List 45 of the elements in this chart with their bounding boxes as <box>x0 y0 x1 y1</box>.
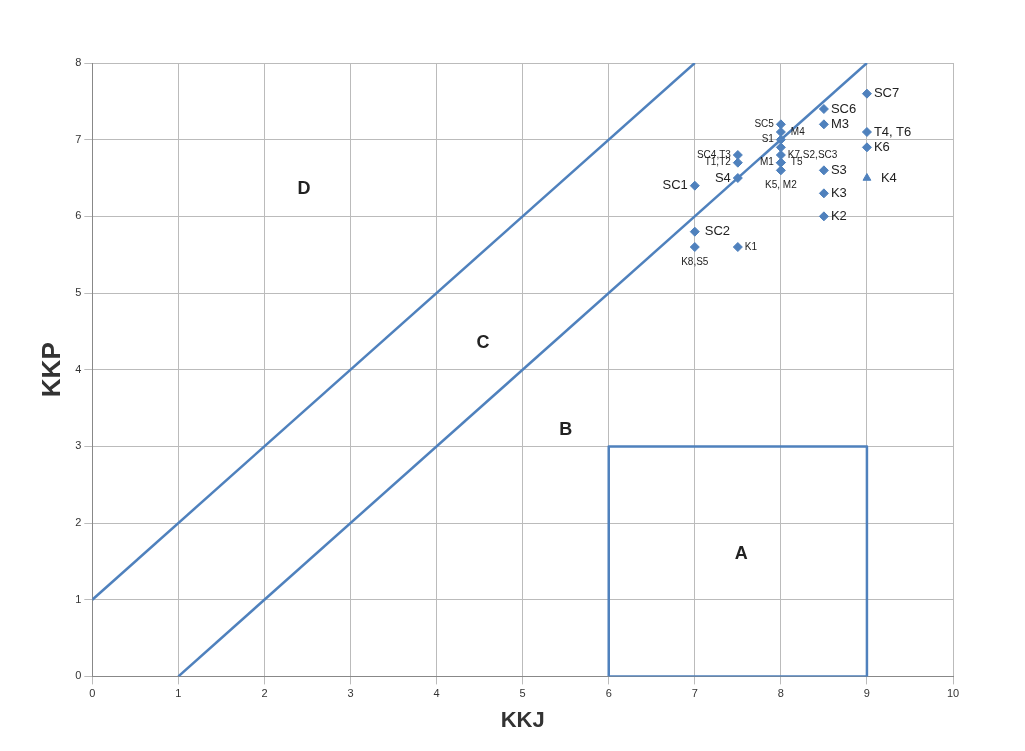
y-tick-label: 2 <box>75 516 82 529</box>
x-tick-label: 0 <box>89 687 96 700</box>
data-label: S1 <box>761 133 775 145</box>
x-tick-label: 2 <box>261 687 268 700</box>
y-tick-label: 6 <box>75 209 82 222</box>
data-label: S3 <box>830 161 847 177</box>
data-label: S4 <box>714 169 731 185</box>
x-tick-label: 10 <box>946 687 960 700</box>
annotation: C <box>476 331 490 352</box>
y-tick-label: 5 <box>75 286 82 299</box>
x-tick-label: 9 <box>863 687 870 700</box>
y-tick-label: 0 <box>75 669 82 682</box>
data-label: M3 <box>830 115 849 131</box>
data-label: K6 <box>873 138 890 154</box>
x-axis-title: KKJ <box>500 706 545 732</box>
x-tick-label: 6 <box>605 687 612 700</box>
data-label: K8,S5 <box>681 255 709 267</box>
data-label: K1 <box>744 240 758 252</box>
y-tick-label: 3 <box>75 439 82 452</box>
y-axis-title: KKP <box>35 342 66 398</box>
data-label: SC6 <box>830 100 857 116</box>
data-label: K4 <box>880 169 897 185</box>
x-tick-label: 3 <box>347 687 354 700</box>
y-tick-label: 8 <box>75 56 82 69</box>
y-tick-label: 4 <box>75 362 82 375</box>
data-label: K3 <box>830 184 847 200</box>
data-label: SC7 <box>873 85 900 101</box>
data-label: SC1 <box>662 177 688 193</box>
x-tick-label: 7 <box>691 687 698 700</box>
annotation: A <box>734 542 748 563</box>
annotation: D <box>297 177 311 198</box>
data-label: T4, T6 <box>873 123 912 139</box>
data-label: SC2 <box>704 223 731 239</box>
data-label: M4 <box>790 125 806 137</box>
x-tick-label: 1 <box>175 687 182 700</box>
data-label: SC5 <box>754 118 775 130</box>
data-label: K2 <box>830 207 847 223</box>
y-tick-label: 7 <box>75 132 82 145</box>
annotation: B <box>559 419 573 440</box>
x-tick-label: 4 <box>433 687 440 700</box>
x-tick-label: 5 <box>519 687 526 700</box>
y-tick-label: 1 <box>75 592 82 605</box>
data-label: M1 <box>759 156 775 168</box>
data-label: K5, M2 <box>765 179 798 191</box>
x-tick-label: 8 <box>777 687 784 700</box>
